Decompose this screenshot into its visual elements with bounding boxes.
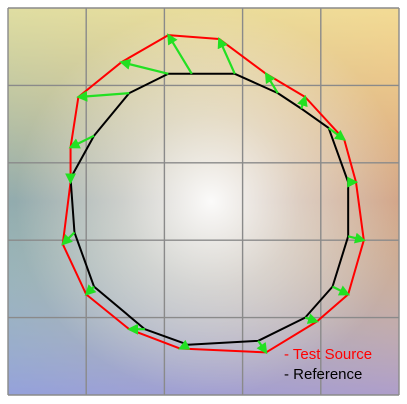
shift-vector xyxy=(68,134,95,149)
shift-vectors xyxy=(61,33,366,355)
shift-vector xyxy=(76,90,130,102)
shift-vector xyxy=(327,127,347,141)
shift-vector xyxy=(217,36,236,75)
shift-vector xyxy=(84,284,97,296)
shift-vector xyxy=(332,285,351,296)
shift-vector xyxy=(264,71,279,94)
shift-vector xyxy=(256,340,268,355)
plot-background xyxy=(8,8,399,395)
shift-vector xyxy=(61,231,76,246)
shift-vector xyxy=(297,94,308,109)
legend-reference: - Reference xyxy=(284,366,362,383)
legend-test-source: - Test Source xyxy=(284,346,372,363)
shift-vector xyxy=(178,339,191,350)
shift-vector xyxy=(304,313,319,324)
legend: - Test Source - Reference xyxy=(284,346,372,383)
shift-vector xyxy=(347,232,366,244)
grid-lines xyxy=(7,7,400,396)
shift-vector xyxy=(119,58,169,75)
shift-vector xyxy=(167,33,193,75)
